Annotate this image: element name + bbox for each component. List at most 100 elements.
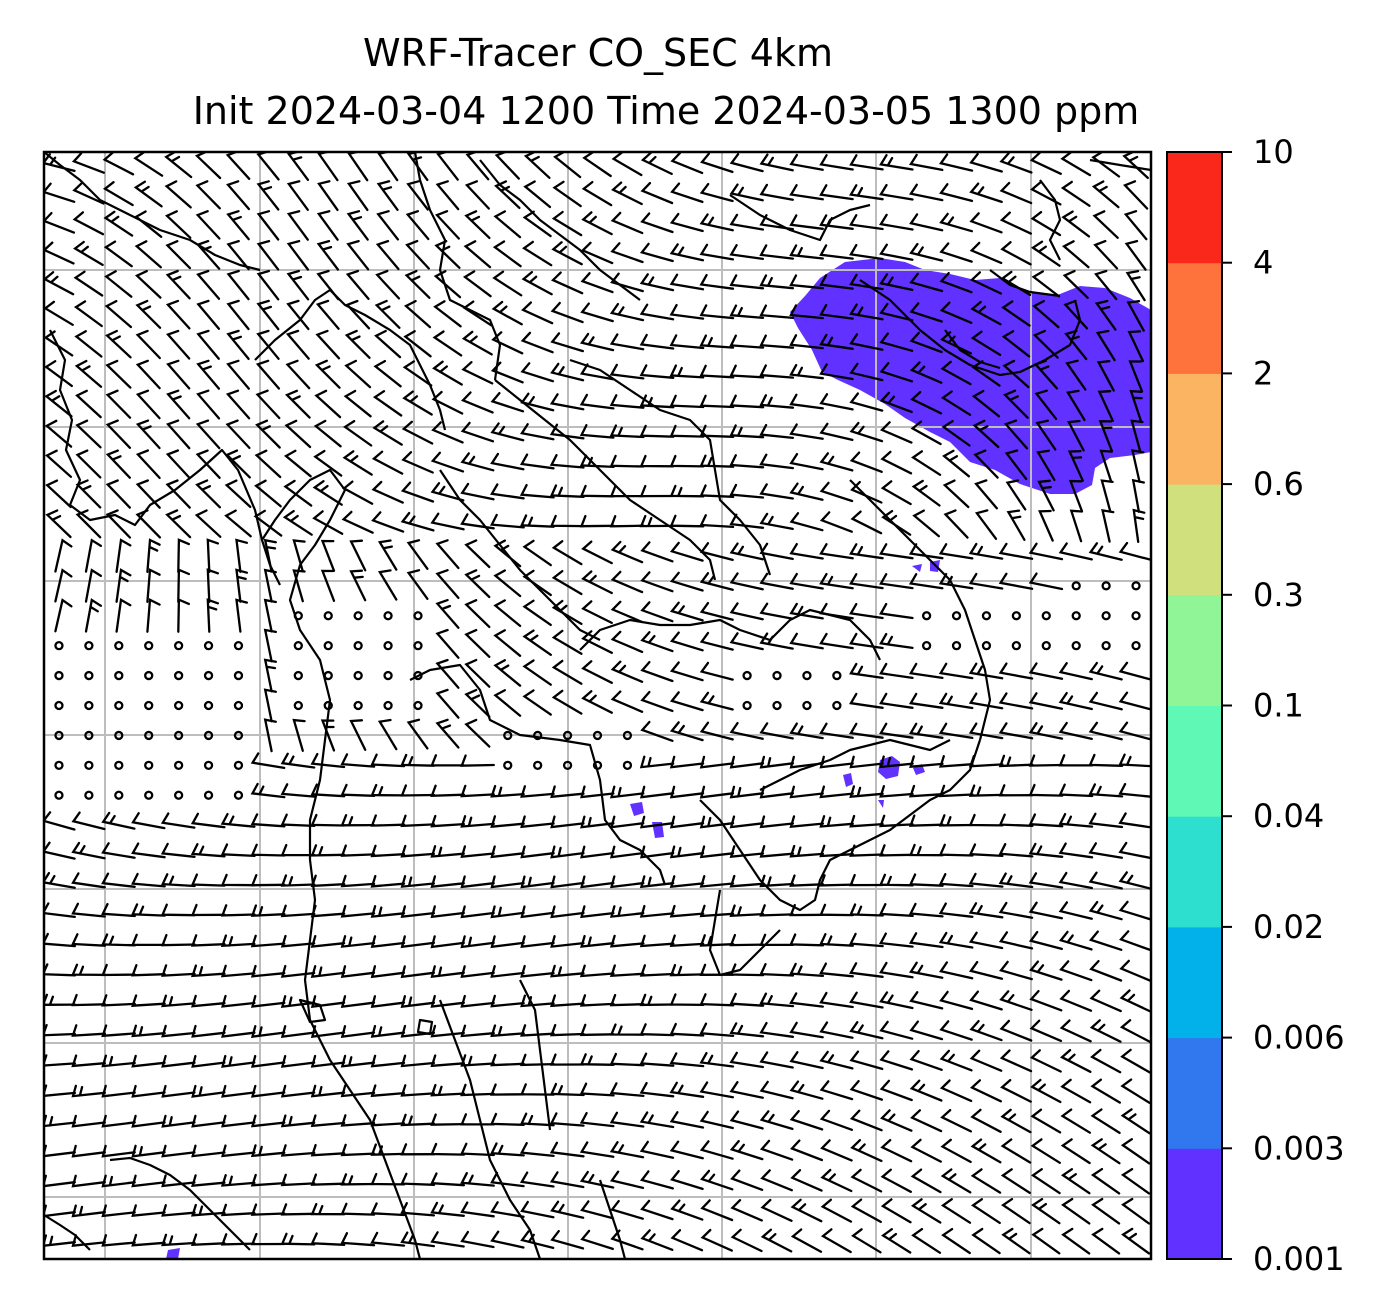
wind-barb bbox=[71, 152, 105, 174]
wind-barb bbox=[250, 1144, 286, 1158]
wind-barb bbox=[400, 784, 436, 797]
plume-patch bbox=[878, 756, 900, 779]
wind-barb bbox=[522, 659, 552, 686]
calm-wind-marker bbox=[533, 760, 543, 770]
wind-barb bbox=[71, 902, 106, 918]
wind-barb bbox=[669, 541, 704, 562]
wind-barb bbox=[190, 812, 226, 829]
calm-wind-marker bbox=[114, 790, 124, 800]
wind-barb bbox=[580, 875, 615, 889]
wind-barb bbox=[133, 180, 163, 208]
wind-barb bbox=[406, 539, 429, 570]
wind-barb bbox=[729, 483, 765, 499]
wind-barb bbox=[880, 1138, 913, 1163]
wind-barb bbox=[460, 1024, 495, 1038]
wind-barb bbox=[432, 360, 463, 386]
wind-barb bbox=[373, 359, 402, 388]
wind-barb bbox=[849, 662, 884, 680]
wind-barb bbox=[430, 451, 465, 473]
wind-barb bbox=[789, 363, 824, 380]
wind-barb bbox=[998, 872, 1034, 889]
wind-barb bbox=[340, 1143, 376, 1157]
calm-wind-marker bbox=[233, 700, 244, 711]
wind-barb bbox=[315, 299, 340, 330]
wind-barb bbox=[699, 182, 734, 203]
calm-wind-marker bbox=[1131, 581, 1141, 591]
wind-barb bbox=[344, 359, 372, 389]
wind-barb bbox=[579, 1111, 615, 1128]
wind-barb bbox=[490, 391, 525, 413]
wind-barb bbox=[581, 540, 613, 565]
wind-barb bbox=[220, 904, 256, 917]
wind-barb bbox=[431, 421, 464, 444]
wind-barb bbox=[699, 424, 735, 438]
wind-barb bbox=[939, 212, 974, 233]
wind-barb bbox=[403, 330, 432, 358]
colorbar-segment bbox=[1167, 1037, 1222, 1149]
wind-barb bbox=[700, 152, 734, 174]
wind-barb bbox=[789, 214, 824, 230]
wind-barb bbox=[550, 271, 584, 295]
wind-barb bbox=[789, 722, 824, 740]
wind-barb bbox=[968, 662, 1004, 680]
calm-wind-marker bbox=[293, 670, 303, 681]
wind-barb bbox=[969, 271, 1003, 295]
wind-barb bbox=[1089, 989, 1122, 1013]
wind-barb bbox=[286, 180, 309, 211]
wind-barb bbox=[908, 573, 944, 590]
wind-barb bbox=[462, 300, 493, 327]
calm-wind-marker bbox=[1071, 611, 1081, 621]
wind-barb bbox=[970, 1168, 1002, 1194]
wind-barb bbox=[490, 994, 525, 1008]
wind-barb bbox=[699, 514, 735, 529]
wind-barb bbox=[968, 754, 1004, 768]
wind-barb bbox=[191, 994, 226, 1008]
wind-barb bbox=[340, 1232, 376, 1247]
wind-barb bbox=[519, 1171, 555, 1188]
wind-barb bbox=[44, 419, 73, 448]
wind-barb bbox=[75, 389, 102, 419]
wind-barb bbox=[430, 875, 465, 889]
coastline bbox=[261, 468, 422, 1259]
wind-barb bbox=[609, 905, 645, 918]
wind-barb bbox=[71, 1084, 106, 1098]
wind-barb bbox=[131, 1144, 166, 1158]
wind-barb bbox=[406, 180, 429, 211]
wind-barb bbox=[1058, 754, 1094, 767]
wind-barb bbox=[1001, 330, 1031, 358]
calm-wind-marker bbox=[84, 760, 94, 770]
wind-barb bbox=[849, 602, 884, 620]
wind-barb bbox=[160, 842, 196, 858]
wind-barb bbox=[494, 180, 521, 210]
wind-barb bbox=[1131, 478, 1145, 513]
calm-wind-marker bbox=[1101, 581, 1111, 591]
wind-barb bbox=[938, 931, 974, 949]
wind-barb bbox=[226, 359, 250, 390]
wind-barb bbox=[134, 240, 162, 269]
wind-barb bbox=[235, 568, 249, 603]
wind-barb bbox=[375, 269, 401, 300]
wind-barb bbox=[405, 239, 430, 270]
wind-barb bbox=[280, 904, 316, 918]
wind-barb bbox=[699, 785, 735, 799]
wind-barb bbox=[493, 539, 522, 568]
wind-barb bbox=[640, 660, 674, 683]
wind-barb bbox=[371, 511, 405, 533]
wind-barb bbox=[349, 569, 367, 602]
wind-barb bbox=[1001, 300, 1031, 327]
wind-barb bbox=[190, 843, 226, 858]
wind-barb bbox=[669, 334, 705, 350]
wind-barb bbox=[160, 873, 196, 888]
wind-barb bbox=[939, 755, 974, 768]
wind-barb bbox=[790, 1169, 823, 1192]
wind-barb bbox=[669, 691, 704, 712]
wind-barb bbox=[521, 270, 553, 296]
wind-barb bbox=[1030, 1108, 1062, 1134]
wind-barb bbox=[550, 1229, 585, 1250]
wind-barb bbox=[1119, 930, 1151, 952]
calm-wind-marker bbox=[1011, 611, 1022, 621]
wind-barb bbox=[370, 783, 406, 797]
wind-barb bbox=[1029, 1049, 1062, 1073]
wind-barb bbox=[134, 269, 162, 299]
